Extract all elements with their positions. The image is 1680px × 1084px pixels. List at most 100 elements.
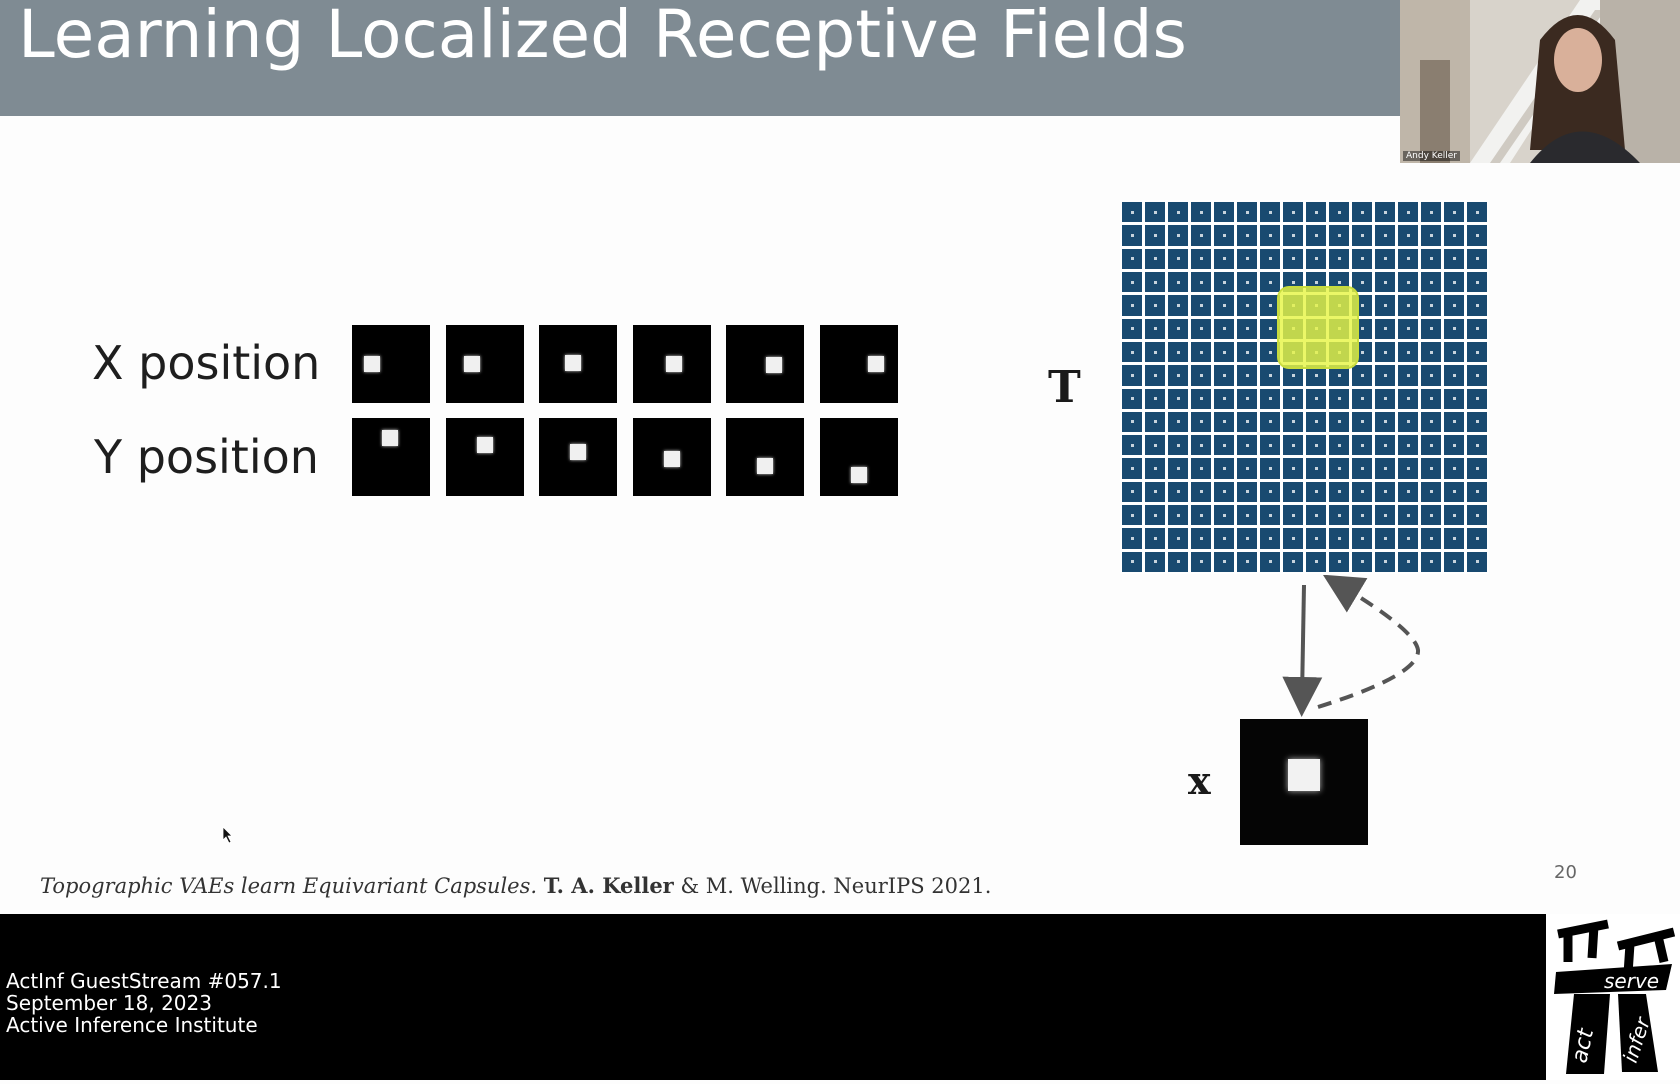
grid-cell <box>1398 411 1418 433</box>
grid-cell <box>1398 271 1418 293</box>
grid-cell <box>1467 248 1487 269</box>
x-tile-2 <box>446 325 524 403</box>
grid-cell <box>1214 458 1234 479</box>
grid-cell <box>1467 481 1487 503</box>
grid-cell <box>1145 458 1165 479</box>
grid-cell <box>1214 248 1234 269</box>
grid-cell <box>1444 341 1464 363</box>
grid-cell <box>1122 295 1142 316</box>
grid-cell <box>1467 411 1487 433</box>
grid-cell <box>1467 341 1487 363</box>
grid-cell <box>1214 341 1234 363</box>
grid-cell <box>1260 341 1280 363</box>
grid-cell <box>1283 411 1303 433</box>
grid-cell <box>1260 248 1280 269</box>
grid-cell <box>1237 411 1257 433</box>
grid-cell <box>1329 411 1349 433</box>
grid-cell <box>1191 295 1211 316</box>
grid-cell <box>1398 528 1418 549</box>
grid-cell <box>1444 411 1464 433</box>
grid-cell <box>1168 225 1188 246</box>
down-arrow <box>1282 584 1323 717</box>
grid-cell <box>1306 365 1326 386</box>
y-tile-6 <box>820 418 898 496</box>
grid-cell <box>1375 341 1395 363</box>
grid-cell <box>1444 225 1464 246</box>
grid-cell <box>1352 365 1372 386</box>
x-tile-6 <box>820 325 898 403</box>
grid-cell <box>1122 271 1142 293</box>
grid-cell <box>1421 225 1441 246</box>
grid-cell <box>1260 505 1280 526</box>
footer-date: September 18, 2023 <box>6 991 212 1015</box>
grid-cell <box>1329 481 1349 503</box>
grid-cell <box>1375 318 1395 339</box>
grid-cell <box>1122 528 1142 549</box>
grid-cell <box>1260 225 1280 246</box>
grid-cell <box>1214 202 1234 223</box>
grid-cell <box>1168 528 1188 549</box>
grid-cell <box>1283 365 1303 386</box>
grid-cell <box>1352 481 1372 503</box>
grid-cell <box>1352 458 1372 479</box>
grid-cell <box>1421 388 1441 409</box>
y-tile-5 <box>726 418 804 496</box>
grid-cell <box>1214 411 1234 433</box>
grid-cell <box>1398 435 1418 456</box>
grid-cell <box>1421 365 1441 386</box>
grid-cell <box>1306 248 1326 269</box>
grid-cell <box>1260 388 1280 409</box>
grid-cell <box>1467 365 1487 386</box>
grid-cell <box>1122 435 1142 456</box>
grid-cell <box>1214 528 1234 549</box>
grid-cell <box>1444 318 1464 339</box>
grid-cell <box>1214 318 1234 339</box>
grid-cell <box>1467 295 1487 316</box>
x-tile-4 <box>633 325 711 403</box>
grid-cell <box>1398 505 1418 526</box>
grid-cell <box>1191 248 1211 269</box>
grid-cell <box>1283 481 1303 503</box>
footer-text: ActInf GuestStream #057.1 September 18, … <box>6 970 282 1036</box>
y-tile-2 <box>446 418 524 496</box>
grid-cell <box>1283 248 1303 269</box>
grid-cell <box>1214 388 1234 409</box>
grid-cell <box>1168 411 1188 433</box>
grid-cell <box>1214 295 1234 316</box>
grid-cell <box>1306 528 1326 549</box>
grid-cell <box>1145 248 1165 269</box>
grid-cell <box>1283 505 1303 526</box>
grid-cell <box>1168 435 1188 456</box>
grid-cell <box>1237 365 1257 386</box>
grid-cell <box>1444 435 1464 456</box>
grid-cell <box>1467 435 1487 456</box>
grid-cell <box>1260 295 1280 316</box>
grid-cell <box>1375 295 1395 316</box>
grid-cell <box>1421 318 1441 339</box>
grid-cell <box>1352 551 1372 572</box>
grid-cell <box>1237 528 1257 549</box>
grid-cell <box>1237 551 1257 572</box>
grid-cell <box>1145 318 1165 339</box>
grid-cell <box>1122 341 1142 363</box>
grid-cell <box>1145 225 1165 246</box>
grid-cell <box>1168 481 1188 503</box>
citation-rest: & M. Welling. NeurIPS 2021. <box>680 874 992 898</box>
grid-cell <box>1421 248 1441 269</box>
grid-cell <box>1375 411 1395 433</box>
grid-cell <box>1329 202 1349 223</box>
grid-cell <box>1168 458 1188 479</box>
grid-cell <box>1145 411 1165 433</box>
grid-cell <box>1168 365 1188 386</box>
grid-cell <box>1191 411 1211 433</box>
institute-logo: serve act infer <box>1546 914 1680 1080</box>
grid-cell <box>1168 202 1188 223</box>
grid-cell <box>1375 528 1395 549</box>
grid-cell <box>1237 435 1257 456</box>
grid-cell <box>1191 435 1211 456</box>
grid-cell <box>1444 271 1464 293</box>
grid-cell <box>1191 318 1211 339</box>
t-label: T <box>1048 362 1081 413</box>
grid-cell <box>1283 388 1303 409</box>
grid-cell <box>1283 528 1303 549</box>
